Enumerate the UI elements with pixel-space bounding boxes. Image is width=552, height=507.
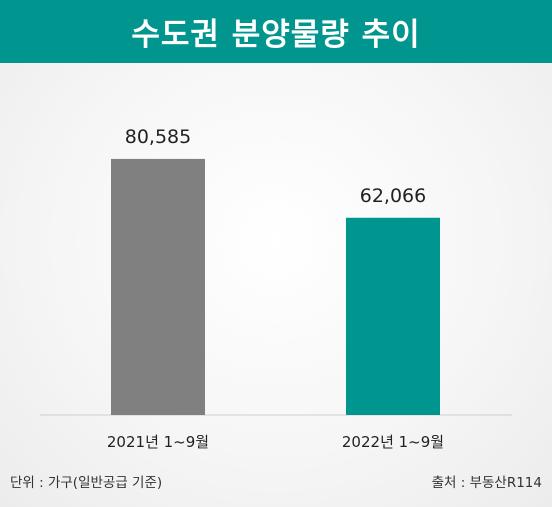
plot-area [0,63,552,507]
bar-0 [111,158,205,416]
title-bar: 수도권 분양물량 추이 [0,0,552,63]
bar-value-label-1: 62,066 [360,185,426,207]
bar-1 [346,217,440,415]
unit-note: 단위 : 가구(일반공급 기준) [10,475,163,491]
chart-title: 수도권 분양물량 추이 [131,17,421,53]
category-label-0: 2021년 1~9월 [107,433,209,451]
source-note: 출처 : 부동산R114 [431,475,542,491]
category-label-1: 2022년 1~9월 [342,433,444,451]
bar-value-label-0: 80,585 [125,126,191,148]
